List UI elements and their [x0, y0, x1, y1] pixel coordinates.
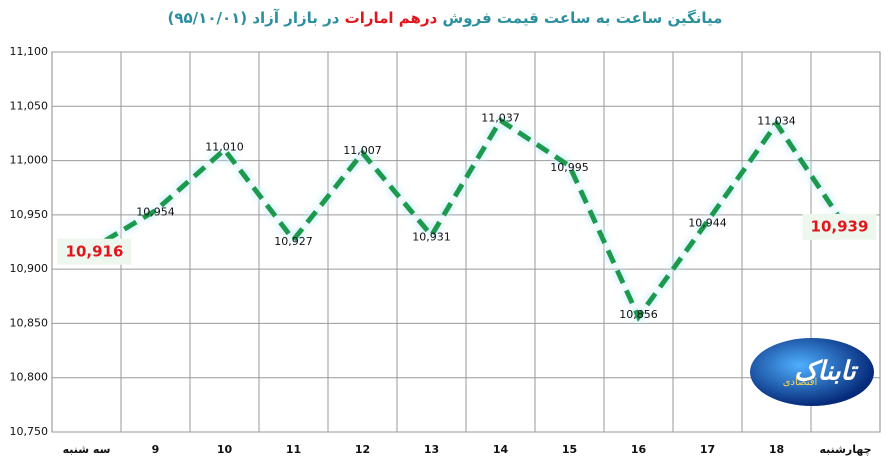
- x-tick-label: چهارشنبه: [819, 443, 871, 456]
- y-tick-label: 10,800: [10, 371, 49, 384]
- x-tick-label: 17: [700, 443, 715, 456]
- value-label: 10,995: [550, 161, 589, 174]
- value-label: 10,927: [274, 235, 313, 248]
- x-tick-label: 11: [286, 443, 301, 456]
- y-tick-label: 10,750: [10, 425, 49, 438]
- y-tick-label: 10,850: [10, 316, 49, 329]
- logo-shape: [750, 338, 874, 406]
- value-label-box: [802, 213, 877, 240]
- x-tick-label: 18: [769, 443, 784, 456]
- value-label: 10,954: [136, 206, 175, 219]
- value-label: 11,037: [481, 111, 520, 124]
- logo: تابناک اقتصادی: [750, 338, 874, 406]
- logo-subtext: اقتصادی: [783, 377, 818, 388]
- x-tick-label: 13: [424, 443, 439, 456]
- title-part: میانگین ساعت به ساعت قیمت فروش: [443, 9, 723, 27]
- value-label: 10,916: [66, 242, 124, 260]
- value-label: 10,931: [412, 230, 451, 243]
- logo-text: تابناک: [794, 357, 859, 387]
- x-tick-label: 16: [631, 443, 647, 456]
- x-tick-label: 10: [217, 443, 233, 456]
- y-tick-label: 10,900: [10, 262, 49, 275]
- x-tick-label: سه شنبه: [63, 443, 111, 456]
- value-label: 11,010: [205, 141, 244, 154]
- value-label: 10,944: [688, 216, 727, 229]
- y-tick-label: 11,050: [10, 99, 49, 112]
- y-tick-label: 11,100: [10, 45, 49, 58]
- x-tick-label: 12: [355, 443, 370, 456]
- value-label: 11,007: [343, 144, 382, 157]
- y-tick-label: 10,950: [10, 208, 49, 221]
- line: [85, 116, 848, 322]
- title-part: در بازار آزاد (۹۵/۱۰/۰۱): [168, 9, 340, 27]
- title-highlight: درهم امارات: [345, 9, 438, 27]
- x-tick-label: 9: [152, 443, 160, 456]
- y-tick-label: 11,000: [10, 154, 49, 167]
- value-label: 10,856: [619, 308, 658, 321]
- value-label: 10,939: [811, 217, 869, 235]
- value-label: 11,034: [757, 115, 796, 128]
- chart-title: میانگین ساعت به ساعت قیمت فروش درهم امار…: [168, 9, 723, 27]
- x-tick-label: 14: [493, 443, 509, 456]
- x-tick-label: 15: [562, 443, 577, 456]
- value-label-box: [57, 238, 132, 265]
